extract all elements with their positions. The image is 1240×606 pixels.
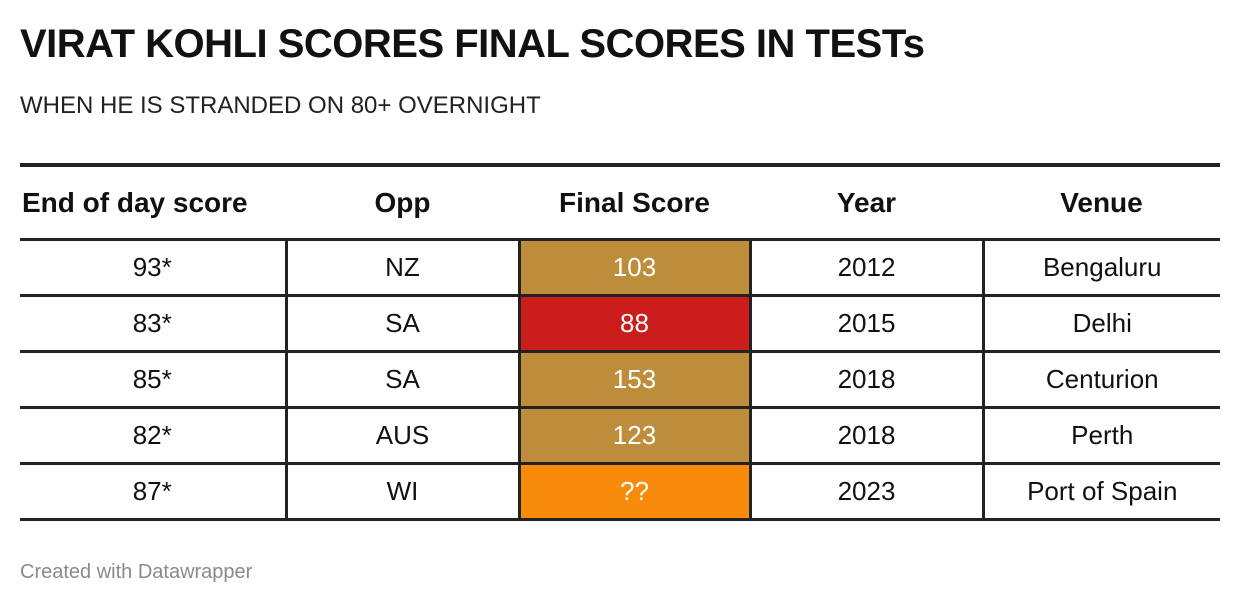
- table-header: End of day score Opp Final Score Year Ve…: [20, 163, 1220, 241]
- venue-cell: Perth: [983, 407, 1220, 465]
- header-row: End of day score Opp Final Score Year Ve…: [20, 163, 1220, 241]
- column-header-venue: Venue: [983, 163, 1220, 241]
- table-row: 83* SA 88 2015 Delhi: [20, 295, 1220, 353]
- final-score-cell: 103: [519, 239, 752, 297]
- column-header-opp: Opp: [286, 163, 519, 241]
- year-cell: 2015: [750, 295, 985, 353]
- year-cell: 2023: [750, 463, 985, 521]
- opponent-cell: WI: [286, 463, 521, 521]
- venue-cell: Port of Spain: [983, 463, 1220, 521]
- column-header-year: Year: [750, 163, 983, 241]
- table-row: 82* AUS 123 2018 Perth: [20, 407, 1220, 465]
- table-row: 93* NZ 103 2012 Bengaluru: [20, 239, 1220, 297]
- year-cell: 2018: [750, 407, 985, 465]
- column-header-final-score: Final Score: [519, 163, 750, 241]
- venue-cell: Centurion: [983, 351, 1220, 409]
- end-of-day-score-cell: 85*: [20, 351, 288, 409]
- final-score-cell: 153: [519, 351, 752, 409]
- final-score-cell: ??: [519, 463, 752, 521]
- opponent-cell: SA: [286, 351, 521, 409]
- end-of-day-score-cell: 82*: [20, 407, 288, 465]
- end-of-day-score-cell: 87*: [20, 463, 288, 521]
- opponent-cell: NZ: [286, 239, 521, 297]
- end-of-day-score-cell: 83*: [20, 295, 288, 353]
- opponent-cell: SA: [286, 295, 521, 353]
- chart-subtitle: WHEN HE IS STRANDED ON 80+ OVERNIGHT: [20, 92, 541, 119]
- venue-cell: Bengaluru: [983, 239, 1220, 297]
- final-score-cell: 88: [519, 295, 752, 353]
- datawrapper-credit: Created with Datawrapper: [20, 561, 253, 583]
- scores-table: End of day score Opp Final Score Year Ve…: [20, 163, 1220, 521]
- table-body: 93* NZ 103 2012 Bengaluru 83* SA 88 2015…: [20, 239, 1220, 521]
- table-row: 85* SA 153 2018 Centurion: [20, 351, 1220, 409]
- column-header-end-of-day-score: End of day score: [20, 163, 286, 241]
- opponent-cell: AUS: [286, 407, 521, 465]
- year-cell: 2012: [750, 239, 985, 297]
- end-of-day-score-cell: 93*: [20, 239, 288, 297]
- venue-cell: Delhi: [983, 295, 1220, 353]
- year-cell: 2018: [750, 351, 985, 409]
- final-score-cell: 123: [519, 407, 752, 465]
- chart-title: VIRAT KOHLI SCORES FINAL SCORES IN TESTs: [20, 22, 925, 66]
- table-row: 87* WI ?? 2023 Port of Spain: [20, 463, 1220, 521]
